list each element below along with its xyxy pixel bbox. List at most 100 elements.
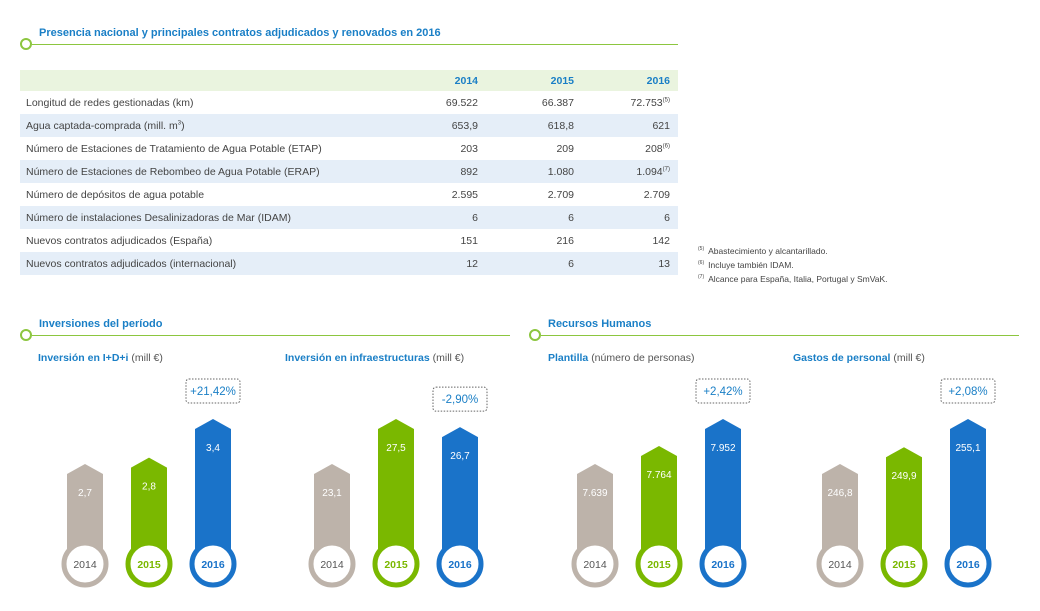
change-badge [695,378,751,404]
data-label: 255,1 [955,443,980,454]
chart-infrastructure-investment: Inversión en infraestructuras (mill €) 2… [285,352,515,592]
chart-canvas: 23,1 2014 27,5 2015 26,7 2016 -2,90% [308,386,488,588]
bar-2015 [131,457,167,564]
table-row: Número de instalaciones Desalinizadoras … [20,206,678,229]
chart-title: Plantilla (número de personas) [548,352,695,364]
table-row: Agua captada-comprada (mill. m3) 653,9 6… [20,114,678,137]
bar-2015 [378,419,414,564]
data-label: 246,8 [827,488,852,499]
row-label: Agua captada-comprada (mill. m3) [20,114,390,137]
cell-value: 72.753 [630,96,663,109]
row-label: Nuevos contratos adjudicados (internacio… [20,252,390,275]
row-label: Nuevos contratos adjudicados (España) [26,234,213,247]
change-label: +2,42% [703,386,742,398]
presence-table: 2014 2015 2016 Longitud de redes gestion… [20,70,678,275]
cell-2015: 216 [556,234,574,247]
footnote-text: Incluye también IDAM. [708,259,794,270]
chart-unit: (mill €) [432,352,465,364]
data-label: 3,4 [206,443,220,454]
year-circle [944,540,992,588]
section-bullet-icon [529,329,541,341]
cell-2016: 1.094(7) [582,160,678,183]
cell-2015: 66.387 [541,96,574,109]
data-label: 2,8 [142,482,156,493]
footnote-mark: (5) [662,97,670,103]
cell-2015: 1.080 [486,160,582,183]
chart-title: Inversión en I+D+i (mill €) [38,352,163,364]
data-label: 26,7 [450,451,470,462]
year-label: 2016 [201,559,225,571]
table-row: Nuevos contratos adjudicados (España) 15… [20,229,678,252]
year-circle [436,540,484,588]
year-circle [189,540,237,588]
chart-canvas: 2,7 2014 2,8 2015 3,4 2016 +21,42% [61,378,241,588]
data-label: 27,5 [386,443,406,454]
chart-canvas: 7.639 2014 7.764 2015 7.952 2016 +2,42% [571,378,751,588]
investments-section-title: Inversiones del período [39,318,163,330]
bar-2014 [822,464,858,564]
change-label: +21,42% [190,386,236,398]
section-bullet-icon [20,329,32,341]
section-bullet-icon [20,38,32,50]
hr-section-title: Recursos Humanos [548,318,652,330]
row-label: Número de depósitos de agua potable [26,188,205,201]
chart-unit: (mill €) [131,352,163,364]
footnotes: (5) Abastecimiento y alcantarillado. (6) I… [698,243,888,284]
footnote: (5) Abastecimiento y alcantarillado. [698,243,888,257]
bar-2014 [67,464,103,564]
year-circle [308,540,356,588]
cell-value: 208 [645,142,663,155]
chart-title: Gastos de personal (mill €) [793,352,925,364]
cell-2014: 653,9 [390,114,486,137]
year-label: 2014 [828,559,852,571]
cell-2014: 892 [390,160,486,183]
bar-2016 [442,427,478,564]
bar-2015 [886,447,922,564]
bar-2014 [577,464,613,564]
bar-2016 [950,419,986,564]
year-label: 2016 [711,559,735,571]
change-badge [432,386,488,412]
section-divider [32,335,510,336]
footnote-mark: (5) [698,246,705,252]
data-label: 7.764 [646,470,671,481]
chart-title-main: Gastos de personal [793,352,891,364]
year-circle [880,540,928,588]
cell-2014: 2.595 [451,188,478,201]
cell-2016: 2.709 [643,188,670,201]
data-label: 2,7 [78,488,92,499]
cell-2016: 208(6) [582,137,678,160]
footnote-text: Abastecimiento y alcantarillado. [708,245,828,256]
bar-2016 [195,419,231,564]
year-circle [816,540,864,588]
table-header-row: 2014 2015 2016 [20,70,678,91]
row-label: Número de Estaciones de Rebombeo de Agua… [20,160,390,183]
table-row: Número de Estaciones de Tratamiento de A… [20,137,678,160]
footnote-mark: (6) [698,259,705,266]
chart-canvas: 246,8 2014 249,9 2015 255,1 2016 +2,08% [816,378,996,588]
year-label: 2015 [892,559,916,571]
data-label: 7.639 [582,488,607,499]
table-row: Número de depósitos de agua potable 2.59… [20,183,678,206]
year-label: 2016 [448,559,472,571]
year-circle [61,540,109,588]
cell-2014: 151 [460,234,478,247]
year-label: 2015 [137,559,161,571]
year-circle [571,540,619,588]
year-circle [372,540,420,588]
footnote-mark: (6) [662,143,670,149]
chart-unit: (mill €) [893,352,925,364]
change-badge [185,378,241,404]
presence-section-title: Presencia nacional y principales contrat… [39,27,441,39]
cell-2016: 13 [582,252,678,275]
cell-2015: 2.709 [547,188,574,201]
cell-2015: 209 [556,142,574,155]
cell-2016: 621 [582,114,678,137]
cell-2015: 6 [486,206,582,229]
chart-title: Inversión en infraestructuras (mill €) [285,352,464,364]
cell-2016: 142 [652,234,670,247]
year-circle [125,540,173,588]
year-label: 2014 [73,559,97,571]
chart-id-investment: Inversión en I+D+i (mill €) 2,7 2014 2,8 20… [38,352,268,592]
table-header-cell: 2016 [582,70,678,91]
